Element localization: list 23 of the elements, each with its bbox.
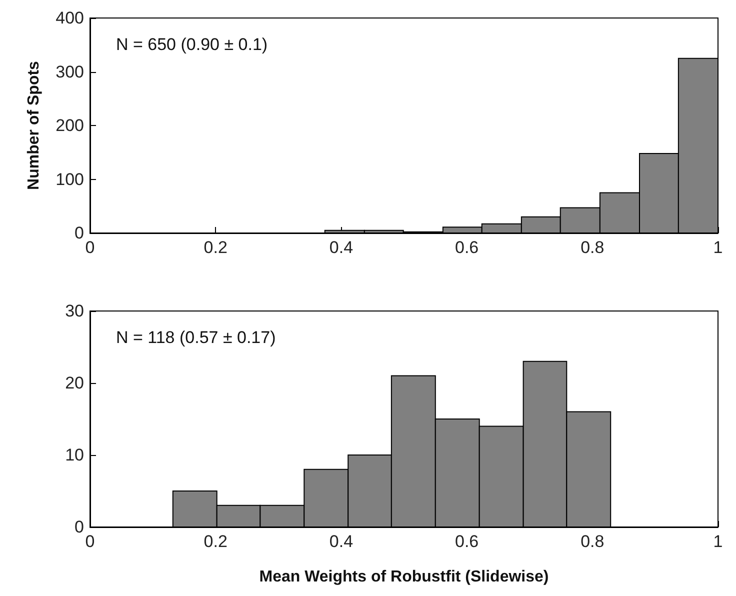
annotation: N = 650 (0.90 ± 0.1) (116, 35, 268, 54)
x-tick-label: 0.8 (580, 532, 604, 551)
y-tick-label: 100 (56, 170, 84, 189)
x-tick-label: 0.2 (204, 532, 228, 551)
x-tick-label: 1 (713, 532, 723, 551)
y-tick-label: 400 (56, 8, 84, 28)
y-tick-label: 30 (65, 302, 84, 320)
y-tick-label: 200 (56, 116, 84, 135)
y-tick-label: 0 (74, 224, 84, 242)
y-axis-title: Number of Spots (26, 60, 42, 190)
y-tick-label: 0 (74, 518, 84, 536)
x-tick-label: 0.8 (580, 238, 604, 257)
y-tick-label: 20 (65, 374, 84, 392)
x-tick-label: 0.2 (204, 238, 228, 257)
x-tick-label: 0.6 (454, 532, 479, 551)
x-tick-label: 0.4 (329, 532, 354, 551)
x-axis-title: Mean Weights of Robustfit (Slidewise) (259, 568, 549, 586)
y-tick-label: 300 (56, 62, 84, 82)
annotation: N = 118 (0.57 ± 0.17) (116, 328, 276, 347)
x-tick-label: 0.4 (329, 238, 354, 257)
x-tick-label: 1 (713, 238, 723, 257)
y-tick-label: 10 (65, 446, 84, 464)
x-tick-label: 0.6 (454, 238, 479, 257)
